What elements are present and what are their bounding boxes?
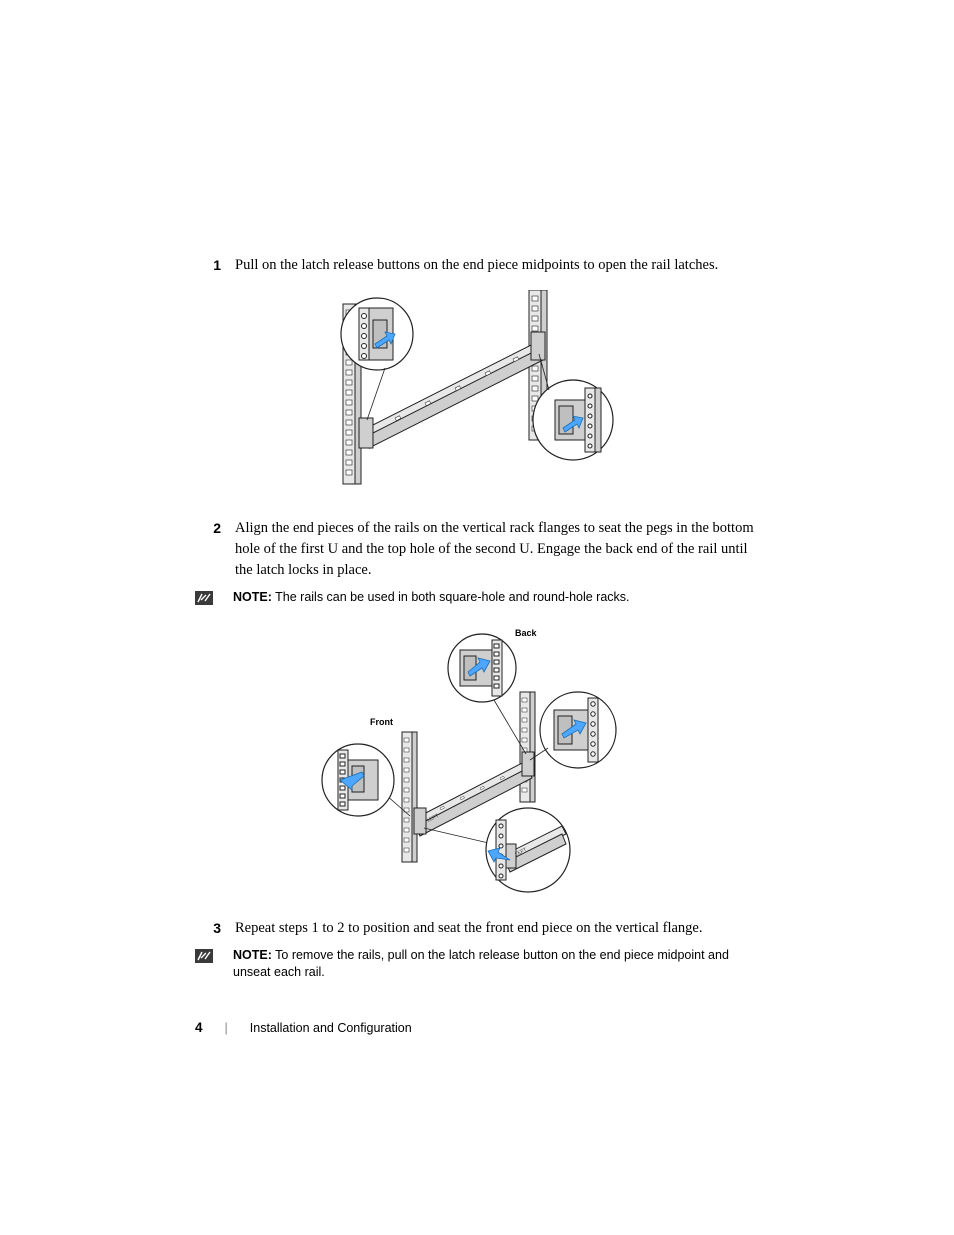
note-2-text: NOTE: To remove the rails, pull on the l…	[219, 947, 755, 981]
note-1-body: The rails can be used in both square-hol…	[272, 590, 630, 604]
step-1-number: 1	[195, 255, 235, 276]
note-1-text: NOTE: The rails can be used in both squa…	[219, 589, 755, 606]
note-2: NOTE: To remove the rails, pull on the l…	[195, 947, 755, 981]
step-3: 3 Repeat steps 1 to 2 to position and se…	[195, 918, 755, 939]
page-footer: 4 | Installation and Configuration	[195, 1020, 755, 1035]
figure-2-label-back: Back	[515, 628, 538, 638]
figure-1-svg	[315, 290, 635, 500]
step-3-number: 3	[195, 918, 235, 939]
note-1: NOTE: The rails can be used in both squa…	[195, 589, 755, 606]
page-content: 1 Pull on the latch release buttons on t…	[195, 255, 755, 991]
step-2-text: Align the end pieces of the rails on the…	[235, 518, 755, 581]
note-1-label: NOTE:	[233, 590, 272, 604]
page-number: 4	[195, 1020, 225, 1035]
footer-divider: |	[225, 1021, 250, 1035]
note-2-label: NOTE:	[233, 948, 272, 962]
figure-1	[195, 290, 755, 500]
step-2-number: 2	[195, 518, 235, 581]
step-3-text: Repeat steps 1 to 2 to position and seat…	[235, 918, 755, 939]
footer-section: Installation and Configuration	[250, 1021, 412, 1035]
note-icon	[195, 591, 213, 605]
figure-2: Back Front	[195, 620, 755, 900]
step-1-text: Pull on the latch release buttons on the…	[235, 255, 755, 276]
note-icon	[195, 949, 213, 963]
step-1: 1 Pull on the latch release buttons on t…	[195, 255, 755, 276]
step-2: 2 Align the end pieces of the rails on t…	[195, 518, 755, 581]
note-2-body: To remove the rails, pull on the latch r…	[233, 948, 729, 979]
figure-2-svg: Back Front	[310, 620, 640, 900]
figure-2-label-front: Front	[370, 717, 393, 727]
